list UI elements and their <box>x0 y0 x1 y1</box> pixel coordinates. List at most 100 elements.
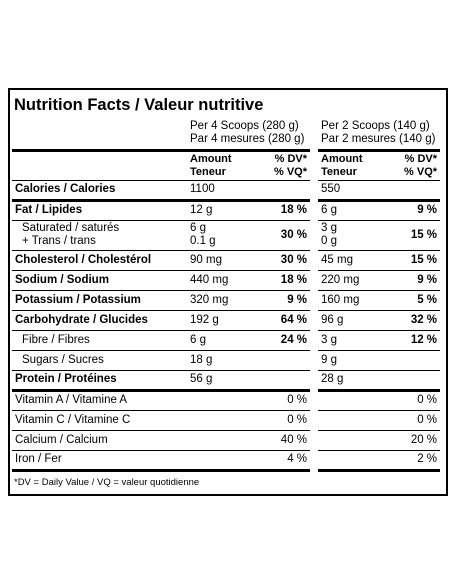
header-text: % DV* <box>274 152 308 165</box>
amount: 220 mg <box>321 273 360 286</box>
header-text: Amount <box>190 152 232 165</box>
daily-value: 32 % <box>410 313 438 326</box>
header-text: Teneur <box>321 165 357 178</box>
amount: 192 g <box>190 313 219 326</box>
amount-cell: 1100 <box>187 180 255 202</box>
dv-cell <box>255 370 311 392</box>
dv-cell: 4 % <box>255 450 311 472</box>
column-gap <box>310 220 318 250</box>
dv-cell: 30 % <box>255 250 311 271</box>
nutrient-label: Sugars / Sucres <box>12 350 187 371</box>
header-text: Teneur <box>190 165 226 178</box>
dv-cell <box>380 350 441 371</box>
nutrient-label: Carbohydrate / Glucides <box>12 310 187 331</box>
amount-cell <box>187 410 255 431</box>
servings-row: Per 4 Scoops (280 g) Par 4 mesures (280 g… <box>12 118 441 152</box>
serving-cell: Per 4 Scoops (280 g) Par 4 mesures (280 g… <box>187 118 311 152</box>
dv-header: % DV*% VQ* <box>380 150 441 181</box>
label-text: Sugars / Sucres <box>22 353 104 366</box>
amount-cell <box>187 450 255 472</box>
daily-value: 5 % <box>417 293 438 306</box>
amount-cell: 9 g <box>318 350 381 371</box>
label-text: Sodium / Sodium <box>15 273 109 286</box>
daily-value: 18 % <box>280 204 308 216</box>
amount: 18 g <box>190 353 213 366</box>
amount: 3 g <box>321 333 338 346</box>
nutrient-label: Fibre / Fibres <box>12 330 187 351</box>
column-gap <box>310 150 318 180</box>
nutrient-row: Calories / Calories 1100 550 <box>12 180 441 202</box>
nutrient-label: Calories / Calories <box>12 180 187 202</box>
nutrient-label: Protein / Protéines <box>12 370 187 392</box>
dv-cell: 9 % <box>380 200 441 221</box>
nutrient-label: Sodium / Sodium <box>12 270 187 291</box>
column-gap <box>310 180 318 200</box>
amount: 0.1 g <box>190 235 216 247</box>
daily-value: 18 % <box>280 273 308 286</box>
label-text: Fat / Lipides <box>15 204 83 216</box>
column-gap <box>310 290 318 310</box>
daily-value: 0 % <box>287 413 308 426</box>
daily-value: 40 % <box>280 433 308 446</box>
amount-cell <box>318 410 381 431</box>
daily-value: 9 % <box>417 204 438 216</box>
amount-cell: 440 mg <box>187 270 255 291</box>
nutrient-label: Potassium / Potassium <box>12 290 187 311</box>
nutrient-row: Iron / Fer 4 % 2 % <box>12 450 441 472</box>
label-text: Iron / Fer <box>15 453 62 465</box>
daily-value: 12 % <box>410 333 438 346</box>
amount-cell: 12 g <box>187 200 255 221</box>
dv-cell: 20 % <box>380 430 441 451</box>
nutrition-table: Per 4 Scoops (280 g) Par 4 mesures (280 g… <box>12 118 441 472</box>
header-row: Amount Teneur% DV*% VQ* Amount Teneur% DV*%… <box>12 150 441 181</box>
serving-cell: Per 2 Scoops (140 g) Par 2 mesures (140 g… <box>318 118 441 152</box>
dv-cell <box>255 350 311 371</box>
amount: 12 g <box>190 204 213 216</box>
dv-cell <box>380 180 441 202</box>
amount-cell: 6 g <box>187 330 255 351</box>
amount: 56 g <box>190 373 213 385</box>
dv-cell: 2 % <box>380 450 441 472</box>
dv-cell: 9 % <box>255 290 311 311</box>
nutrient-label: Calcium / Calcium <box>12 430 187 451</box>
daily-value: 64 % <box>280 313 308 326</box>
amount-header: Amount Teneur <box>187 150 255 181</box>
amount: 0 g <box>321 235 338 247</box>
amount-cell: 18 g <box>187 350 255 371</box>
dv-cell: 15 % <box>380 250 441 271</box>
amount-cell: 220 mg <box>318 270 381 291</box>
dv-cell: 0 % <box>380 410 441 431</box>
dv-cell: 24 % <box>255 330 311 351</box>
panel-title: Nutrition Facts / Valeur nutritive <box>14 96 264 114</box>
nutrient-label: Saturated / saturés + Trans / trans <box>12 220 187 251</box>
daily-value: 0 % <box>287 394 308 406</box>
header-text: % VQ* <box>274 165 308 178</box>
amount: 160 mg <box>321 293 360 306</box>
column-gap <box>310 250 318 270</box>
column-gap <box>310 370 318 390</box>
amount-cell: 6 g 0.1 g <box>187 220 255 251</box>
amount: 45 mg <box>321 253 353 266</box>
dv-cell: 15 % <box>380 220 441 251</box>
label-text: Calcium / Calcium <box>15 433 108 446</box>
amount-cell: 192 g <box>187 310 255 331</box>
nutrient-row: Sugars / Sucres 18 g 9 g <box>12 350 441 371</box>
amount-cell <box>318 450 381 472</box>
label-text: Vitamin A / Vitamine A <box>15 394 128 406</box>
header-text: Amount <box>321 152 363 165</box>
nutrition-panel: Nutrition Facts / Valeur nutritive Per 4… <box>8 88 448 496</box>
dv-cell: 32 % <box>380 310 441 331</box>
nutrient-row: Fat / Lipides 12 g 18 % 6 g 9 % <box>12 200 441 221</box>
daily-value: 0 % <box>417 394 438 406</box>
serving-size: Per 2 Scoops (140 g) <box>321 120 430 133</box>
column-gap <box>310 430 318 450</box>
daily-value: 20 % <box>410 433 438 446</box>
serving-size: Par 2 mesures (140 g) <box>321 133 436 146</box>
daily-value: 15 % <box>410 228 438 241</box>
serving-size: Par 4 mesures (280 g) <box>190 133 305 146</box>
dv-cell: 5 % <box>380 290 441 311</box>
nutrient-row: Protein / Protéines 56 g 28 g <box>12 370 441 392</box>
amount-cell <box>318 390 381 411</box>
serving-size: Per 4 Scoops (280 g) <box>190 120 299 133</box>
dv-cell: 64 % <box>255 310 311 331</box>
